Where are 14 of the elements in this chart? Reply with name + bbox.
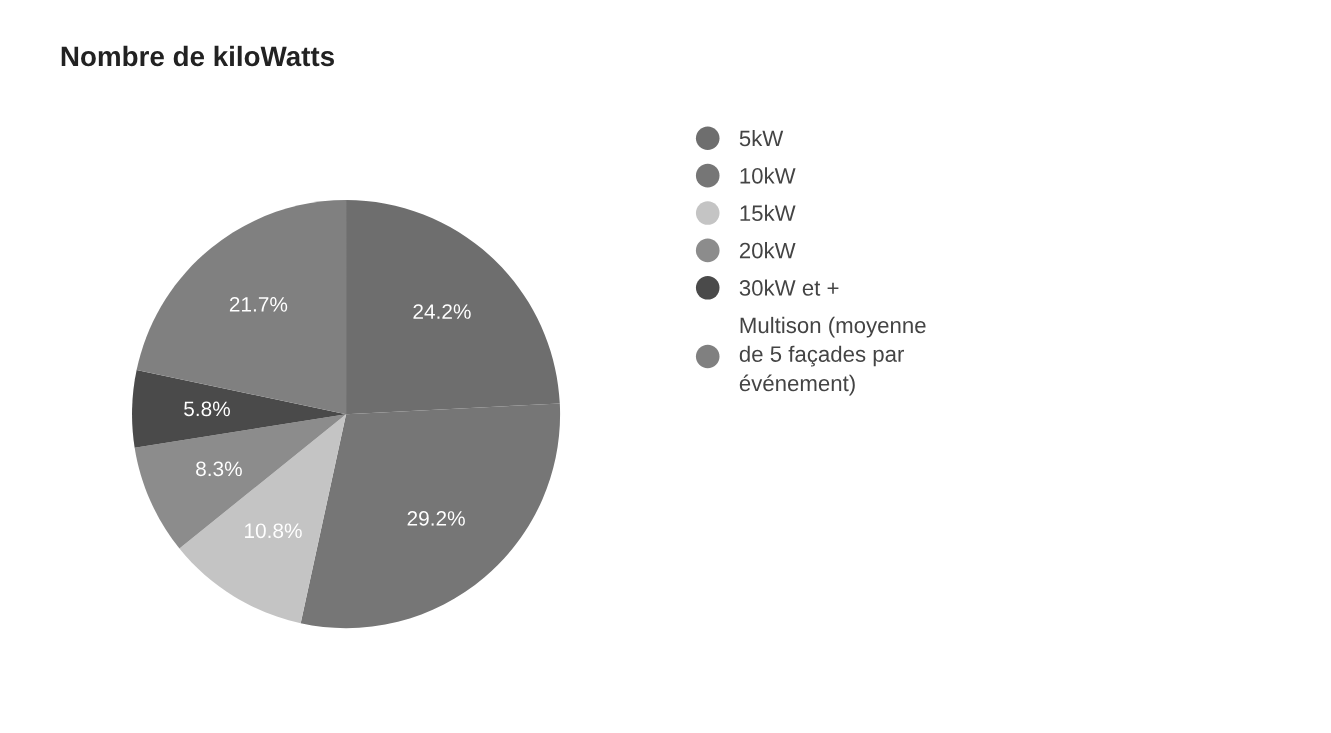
- legend-label: Multison (moyenne de 5 façades par événement): [739, 316, 926, 396]
- legend-label: 20kW: [739, 242, 796, 259]
- legend-label: 30kW et +: [739, 279, 839, 296]
- pie-slice: [132, 370, 347, 448]
- legend-label: 10kW: [740, 167, 796, 184]
- data-label: 24.2%: [413, 304, 471, 319]
- data-label: 29.2%: [407, 511, 465, 526]
- legend-label: 5kW: [739, 129, 784, 147]
- legend-label: 15kW: [740, 204, 796, 222]
- chart-title: Nombre de kiloWatts: [61, 45, 334, 67]
- data-label: 10.8%: [245, 523, 302, 539]
- data-label: 8.3%: [196, 461, 242, 477]
- data-label: 21.7%: [229, 296, 288, 312]
- data-label: 5.8%: [184, 401, 230, 417]
